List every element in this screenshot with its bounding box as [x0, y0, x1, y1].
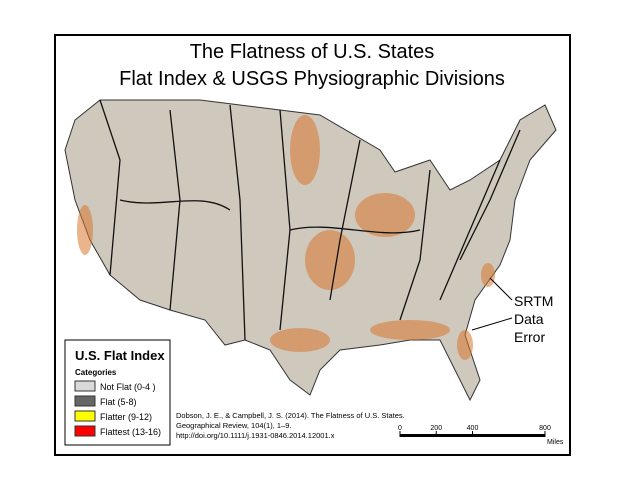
title-line: Flat Index & USGS Physiographic Division… — [119, 68, 505, 90]
annotation-arrow — [471, 317, 513, 331]
legend-title: U.S. Flat Index — [75, 348, 165, 363]
annotation-line: Data — [514, 311, 544, 327]
legend-swatch — [74, 380, 96, 392]
citation-line: http://doi.org/10.1111/j.1931-0846.2014.… — [176, 431, 335, 440]
citation-line: Geographical Review, 104(1), 1–9. — [176, 421, 292, 430]
division-lines — [99, 99, 521, 341]
legend-label: Flattest (13-16) — [100, 427, 161, 437]
flat-areas — [77, 115, 495, 360]
scale-unit: Miles — [547, 439, 564, 446]
annotation-line: Error — [514, 329, 545, 345]
citation-line: Dobson, J. E., & Campbell, J. S. (2014).… — [176, 411, 405, 420]
scale-label: 0 — [398, 425, 402, 432]
scale-label: 400 — [467, 425, 479, 432]
legend-label: Flatter (9-12) — [100, 412, 152, 422]
legend-label: Not Flat (0-4 ) — [100, 382, 156, 392]
legend-swatch — [74, 410, 96, 422]
annotation-line: SRTM — [514, 293, 553, 309]
scale-label: 200 — [430, 425, 442, 432]
legend-swatch — [74, 425, 96, 437]
legend-swatch — [74, 395, 96, 407]
annotation-arrow — [489, 277, 513, 301]
title-line: The Flatness of U.S. States — [190, 41, 435, 63]
scale-label: 800 — [539, 425, 551, 432]
legend-label: Flat (5-8) — [100, 397, 137, 407]
legend-subtitle: Categories — [75, 368, 117, 377]
